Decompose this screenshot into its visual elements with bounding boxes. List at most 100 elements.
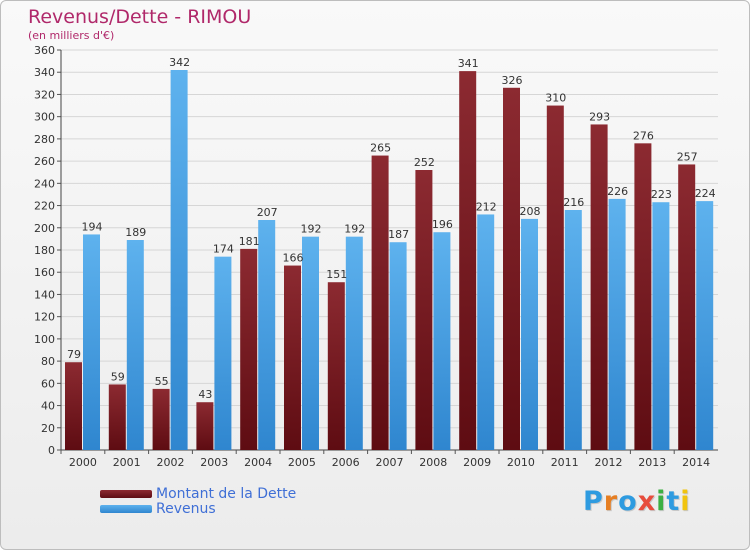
data-label: 216 — [563, 196, 584, 209]
data-label: 43 — [198, 388, 212, 401]
bar-revenus — [433, 232, 451, 450]
y-tick-label: 240 — [34, 177, 55, 190]
data-label: 224 — [695, 187, 716, 200]
legend-label-debt: Montant de la Dette — [156, 485, 297, 502]
bar-revenus — [652, 202, 670, 450]
logo-letter: t — [666, 486, 681, 517]
data-label: 194 — [82, 220, 103, 233]
bar-dette — [108, 384, 126, 450]
logo-letter: i — [656, 486, 667, 517]
bar-dette — [546, 105, 564, 451]
data-label: 187 — [388, 228, 409, 241]
x-tick-label: 2012 — [595, 456, 623, 469]
y-tick-label: 60 — [41, 377, 55, 390]
axes — [57, 49, 718, 454]
data-label: 59 — [111, 370, 125, 383]
x-tick-label: 2013 — [638, 456, 666, 469]
y-tick-label: 100 — [34, 333, 55, 346]
data-label: 174 — [213, 243, 234, 256]
legend-item-debt: Montant de la Dette — [100, 485, 297, 502]
bar-dette — [459, 71, 477, 450]
bar-revenus — [345, 236, 363, 450]
tick-labels: 0 20 40 60 80 100 120 140 160 180 200 220 240 260 280 3… — [34, 44, 710, 469]
x-tick-label: 2011 — [551, 456, 579, 469]
logo-letter: x — [637, 486, 657, 517]
x-tick-label: 2000 — [69, 456, 97, 469]
legend-label-revenus: Revenus — [156, 500, 216, 517]
data-label: 196 — [432, 218, 453, 231]
bar-revenus — [83, 234, 100, 450]
bar-dette — [240, 248, 258, 450]
y-tick-label: 40 — [41, 400, 55, 413]
data-label: 265 — [370, 142, 391, 155]
bar-revenus — [477, 214, 495, 450]
y-tick-label: 140 — [34, 288, 55, 301]
y-tick-label: 160 — [34, 266, 55, 279]
bar-revenus — [214, 256, 232, 450]
data-label: 55 — [155, 375, 169, 388]
data-label: 226 — [607, 185, 628, 198]
data-label: 310 — [545, 92, 566, 105]
data-label: 166 — [283, 252, 304, 265]
data-label: 79 — [67, 348, 81, 361]
data-label: 212 — [476, 200, 497, 213]
x-tick-label: 2007 — [376, 456, 404, 469]
data-labels: 79 194 59 189 55 342 43 174 181 207 166 192 151 192 26… — [67, 56, 716, 401]
legend-item-revenus: Revenus — [100, 500, 296, 517]
bar-revenus — [608, 198, 626, 450]
data-label: 257 — [677, 150, 698, 163]
grid-lines — [61, 49, 718, 451]
y-tick-label: 280 — [34, 133, 55, 146]
bar-revenus — [389, 242, 407, 450]
bar-revenus — [258, 220, 276, 450]
legend-swatch-debt — [100, 489, 152, 498]
bar-dette — [196, 402, 214, 450]
data-label: 207 — [257, 206, 278, 219]
bar-revenus — [564, 210, 582, 450]
y-tick-label: 360 — [34, 44, 55, 57]
y-tick-label: 0 — [48, 444, 55, 457]
data-label: 293 — [589, 110, 610, 123]
bar-dette — [503, 87, 520, 451]
y-tick-label: 300 — [34, 111, 55, 124]
data-label: 341 — [458, 57, 479, 70]
y-tick-label: 260 — [34, 155, 55, 168]
x-tick-label: 2009 — [463, 456, 491, 469]
x-tick-label: 2001 — [113, 456, 141, 469]
chart-subtitle: (en milliers d'€) — [28, 29, 115, 42]
bars — [65, 70, 714, 451]
x-tick-label: 2014 — [682, 456, 710, 469]
data-label: 192 — [344, 223, 365, 236]
legend: Montant de la Dette Revenus — [100, 485, 297, 517]
data-label: 252 — [414, 156, 435, 169]
logo-letter: o — [618, 486, 638, 517]
bar-dette — [590, 124, 608, 450]
bar-dette — [678, 164, 696, 450]
y-tick-label: 180 — [34, 244, 55, 257]
logo-letter: P — [583, 486, 604, 517]
data-label: 189 — [125, 226, 146, 239]
data-label: 181 — [239, 235, 260, 248]
y-tick-label: 340 — [34, 66, 55, 79]
y-tick-label: 80 — [41, 355, 55, 368]
y-tick-label: 320 — [34, 88, 55, 101]
bar-dette — [152, 388, 170, 450]
data-label: 151 — [326, 268, 347, 281]
data-label: 192 — [301, 223, 322, 236]
bar-dette — [415, 170, 433, 450]
chart-title: Revenus/Dette - RIMOU — [28, 6, 252, 28]
logo-letter: r — [603, 486, 619, 517]
data-label: 326 — [502, 74, 523, 87]
legend-swatch-revenus — [100, 504, 152, 513]
bar-dette — [284, 265, 301, 450]
data-label: 342 — [169, 56, 190, 69]
bar-revenus — [126, 240, 144, 450]
y-tick-label: 20 — [41, 422, 55, 435]
y-tick-label: 200 — [34, 222, 55, 235]
bar-revenus — [302, 236, 319, 450]
bar-revenus — [170, 70, 188, 450]
y-tick-label: 120 — [34, 311, 55, 324]
bar-revenus — [696, 201, 714, 450]
x-tick-label: 2005 — [288, 456, 316, 469]
